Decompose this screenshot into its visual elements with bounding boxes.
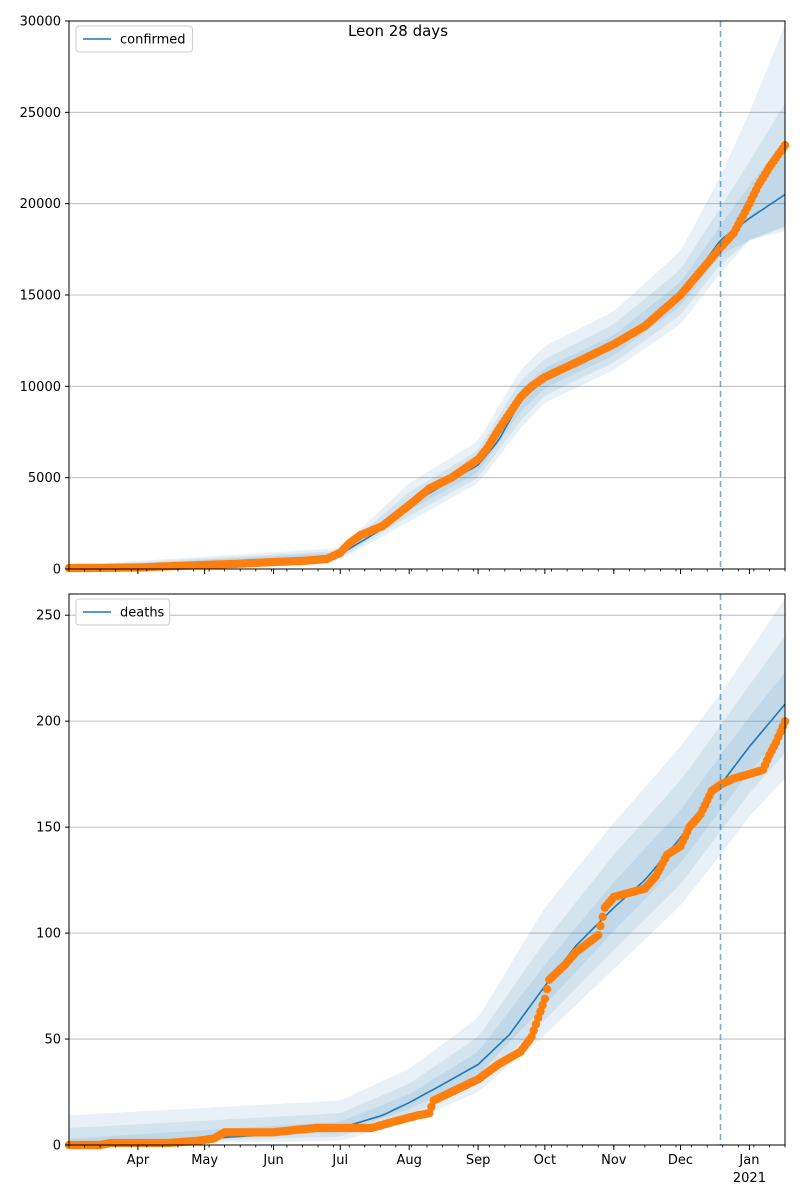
xtick-label: May [191,1153,218,1168]
legend-label: deaths [120,606,165,621]
xtick-label: Jan [738,1153,759,1168]
ytick-label: 10000 [20,380,61,395]
xtick-label: Aug [397,1153,422,1168]
observed-point [527,1032,536,1042]
legend: confirmed [75,25,193,53]
legend: deaths [75,598,171,626]
ytick-label: 0 [53,563,61,578]
ytick-label: 150 [36,821,61,836]
observed-point [542,985,552,994]
observed-point [427,1102,436,1112]
legend-label: confirmed [120,33,186,48]
xtick-label: Dec [668,1153,693,1168]
ytick-label: 100 [36,927,61,942]
deaths-panel: 0 50 100 150 200 250 Apr May Jun Jul Aug Sep Oct Nov D… [36,593,790,1186]
ytick-label: 5000 [28,471,61,486]
ytick-label: 200 [36,715,61,730]
confidence-band-80pct [69,103,785,569]
figure-title: Leon 28 days [348,22,448,40]
ytick-label: 30000 [20,15,61,30]
confirmed-panel: 0 5000 10000 15000 20000 25000 30000 confirmed [20,15,790,578]
observed-point [425,1109,434,1118]
xtick-label: Jun [262,1153,283,1168]
ytick-label: 50 [44,1033,61,1048]
observed-point [534,1013,543,1022]
observed-point [598,912,607,921]
ytick-label: 25000 [20,106,61,121]
observed-point [529,1026,538,1035]
observed-point [594,931,603,940]
xtick-label: Oct [534,1153,556,1168]
xtick-label: Sep [466,1153,491,1168]
ytick-label: 15000 [20,289,61,304]
observed-point [596,921,605,931]
observed-point [536,1007,545,1016]
observed-point [538,1000,547,1010]
confidence-band-95pct [69,24,785,569]
xtick-year-label: 2021 [733,1171,766,1186]
xtick-label: Jul [331,1153,348,1168]
ytick-label: 20000 [20,197,61,212]
ytick-label: 0 [53,1139,61,1154]
confidence-band-95pct [69,598,785,1145]
xtick-label: Apr [127,1153,150,1168]
observed-point [531,1019,541,1029]
ytick-label: 250 [36,609,61,624]
legend-box [75,25,193,53]
observed-point [540,994,550,1003]
xtick-label: Nov [601,1153,627,1168]
legend-box [75,598,171,626]
observed-points [64,141,790,573]
